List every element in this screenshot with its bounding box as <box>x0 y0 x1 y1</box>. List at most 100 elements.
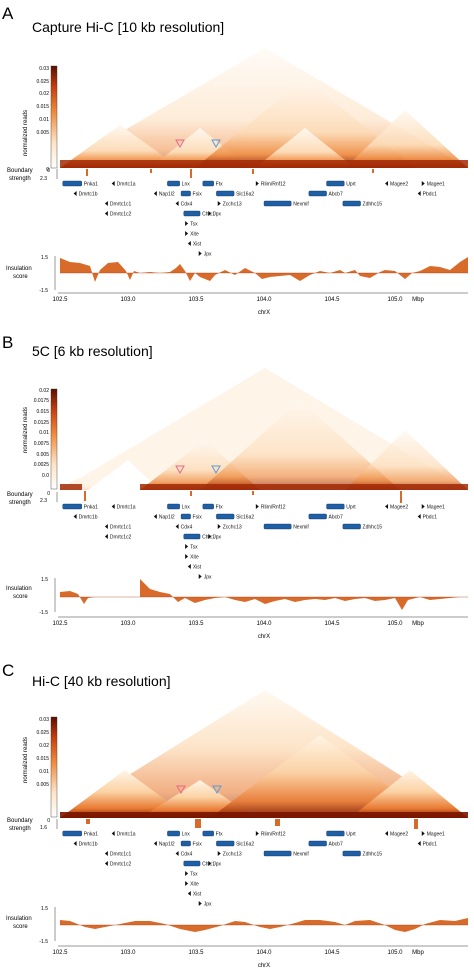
gene-chic1: Chic1 <box>183 210 215 218</box>
gene-label: Magee1 <box>427 832 445 838</box>
gene-label: Dmrtc1c1 <box>110 525 132 531</box>
contact-heatmap <box>60 368 468 490</box>
gene-label: Pbdc1 <box>423 515 437 521</box>
gene-xist: Xist <box>187 891 202 898</box>
gene-arrow <box>198 251 202 256</box>
gene-label: Dmrtc1a <box>117 505 136 511</box>
gene-nap1l2: Nap1l2 <box>153 514 175 521</box>
panel-c: C Hi-C [40 kb resolution] normalized rea… <box>2 661 468 969</box>
gene-cdx4: Cdx4 <box>175 524 192 531</box>
x-axis-ticks: 102.5 103.0 103.5 104.0 104.5 105.0 Mbp <box>52 621 424 627</box>
colorbar-tick: 0.0175 <box>34 398 50 404</box>
gene-zdhhc15: Zdhhc15 <box>342 850 382 858</box>
colorbar-tick: 0.015 <box>36 756 49 762</box>
gene-arrow <box>104 524 108 529</box>
gene-body <box>342 850 361 857</box>
gene-label: Fsix <box>193 515 203 521</box>
insulation-label: score <box>13 594 28 600</box>
gene-body <box>183 860 201 867</box>
gene-xite: Xite <box>185 554 199 561</box>
gene-cdx4: Cdx4 <box>175 851 192 858</box>
boundary-max: 1.6 <box>40 825 47 831</box>
gene-magee1: Magee1 <box>421 831 445 838</box>
colorbar-ticks: 0.02 0.0175 0.015 0.0125 0.01 0.0075 0.0… <box>34 388 50 479</box>
gene-arrow <box>385 504 389 509</box>
gene-body <box>183 533 201 540</box>
gene-arrow <box>175 524 179 529</box>
insulation-track <box>60 579 468 610</box>
gene-body <box>62 503 82 510</box>
boundary-zero: 0 <box>47 168 50 174</box>
gene-label: Rlim/Rnf12 <box>261 182 286 188</box>
gene-label: Slc16a2 <box>236 842 254 848</box>
colorbar-tick: 0.005 <box>36 452 49 458</box>
gene-label: Pbdc1 <box>423 192 437 198</box>
gene-tsx: Tsx <box>185 544 198 551</box>
gene-dmrtc1c2: Dmrtc1c2 <box>104 211 131 218</box>
insulation-tick: 1.5 <box>41 577 48 583</box>
gene-pnka1: Pnka1 <box>62 830 98 838</box>
gene-label: Lnx <box>182 832 191 838</box>
gene-label: Magee2 <box>390 832 408 838</box>
boundary-bars <box>86 819 418 829</box>
colorbar <box>50 65 58 169</box>
gene-label: Ftx <box>216 505 223 511</box>
gene-label: Nap1l2 <box>159 842 175 848</box>
contact-heatmap <box>60 690 468 818</box>
gene-arrow <box>187 241 191 246</box>
x-unit: Mbp <box>412 621 424 627</box>
gene-zcchc13: Zcchc13 <box>217 524 242 531</box>
gene-body <box>180 513 191 520</box>
gene-body <box>180 840 191 847</box>
gene-dmrtc1a: Dmrtc1a <box>111 504 136 511</box>
gene-body <box>62 180 82 187</box>
gene-arrow <box>104 211 108 216</box>
gene-body <box>202 180 214 187</box>
x-tick: 104.0 <box>256 297 272 303</box>
gene-body <box>62 830 82 837</box>
colorbar-label: normalized reads <box>23 110 29 156</box>
gene-label: Lnx <box>182 505 191 511</box>
gene-label: Magee2 <box>390 182 408 188</box>
x-tick: 104.5 <box>324 297 340 303</box>
gene-body <box>342 200 361 207</box>
colorbar-tick: 0.03 <box>39 717 49 723</box>
gene-arrow <box>73 514 77 519</box>
panel-a: A Capture Hi-C [10 kb resolution] normal… <box>2 4 468 316</box>
x-tick: 102.5 <box>52 297 68 303</box>
boundary-label: strength <box>9 826 31 832</box>
gene-fsix: Fsix <box>180 513 203 521</box>
insulation-tick: 1.5 <box>41 255 48 261</box>
gene-label: Zdhhc15 <box>363 202 383 208</box>
panel-b: B 5C [6 kb resolution] normalized reads … <box>2 333 468 640</box>
gene-pbdc1: Pbdc1 <box>417 514 437 521</box>
gene-arrow <box>198 901 202 906</box>
gene-dmrtc1b: Dmrtc1b <box>73 841 98 848</box>
gene-arrow <box>417 841 421 846</box>
boundary-label: strength <box>9 176 31 182</box>
gene-label: Dmrtc1c1 <box>110 852 132 858</box>
gene-body <box>216 840 235 847</box>
gene-label: Dmrtc1b <box>79 842 98 848</box>
gene-dmrtc1b: Dmrtc1b <box>73 191 98 198</box>
insulation-track <box>60 257 468 282</box>
gene-chic1: Chic1 <box>183 860 215 868</box>
gene-label: Nap1l2 <box>159 192 175 198</box>
gene-track: Pnka1 Dmrtc1a Lnx Ftx Rlim/Rnf12 Uprt Magee2 Ma… <box>62 180 445 258</box>
gene-pnka1: Pnka1 <box>62 180 98 188</box>
colorbar-tick: 0.025 <box>36 730 49 736</box>
gene-label: Cdx4 <box>181 202 193 208</box>
gene-label: Dmrtc1c2 <box>110 862 132 868</box>
x-tick: 105.0 <box>387 950 403 956</box>
gene-label: Zcchc13 <box>223 525 242 531</box>
boundary-label: Boundary <box>7 492 33 498</box>
gene-arrow <box>153 191 157 196</box>
gene-label: Slc16a2 <box>236 192 254 198</box>
gene-body <box>326 180 345 187</box>
gene-label: Dmrtc1a <box>117 182 136 188</box>
colorbar-tick: 0.0 <box>42 473 49 479</box>
insulation-label: Insulation <box>6 916 32 922</box>
insulation-tick: -1.5 <box>39 288 48 294</box>
gene-arrow <box>111 504 115 509</box>
gene-track: Pnka1 Dmrtc1a Lnx Ftx Rlim/Rnf12 Uprt Magee2 Ma… <box>62 830 445 908</box>
